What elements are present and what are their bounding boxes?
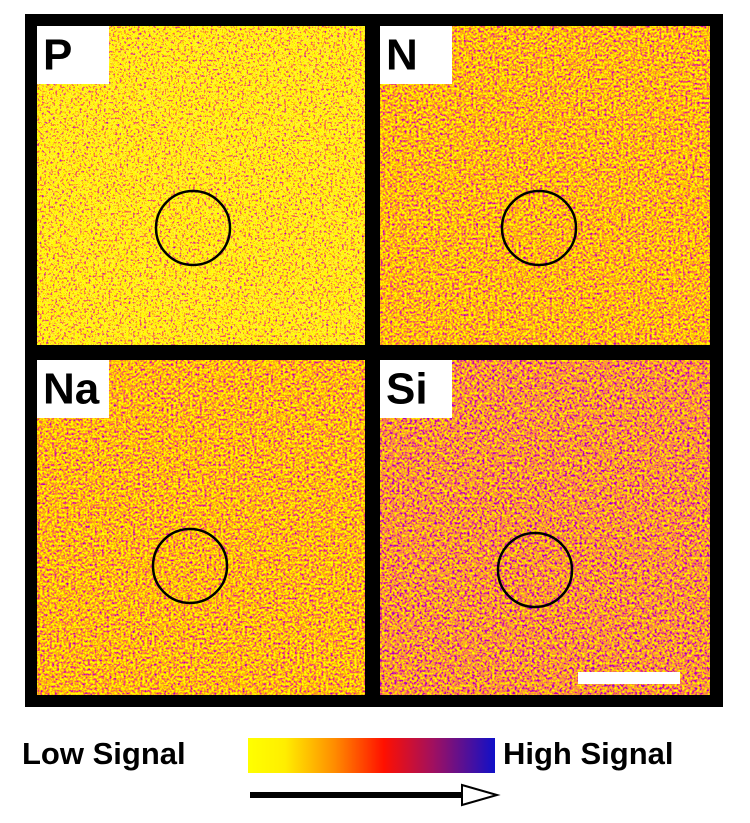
roi-circle [151,527,229,605]
scale-bar [578,672,680,684]
panel-label: Na [43,365,100,414]
roi-circle [500,189,578,267]
panel-label: P [43,31,72,80]
label-box [37,360,109,418]
label-box [380,360,452,418]
panel-label: Si [386,365,428,414]
arrow-head [461,783,501,807]
legend-high: High Signal [503,736,674,771]
legend-low: Low Signal [22,736,186,771]
label-box [380,26,452,84]
roi-circle [154,189,232,267]
panel-label: N [386,31,418,80]
color-bar [248,738,495,773]
roi-circle [496,531,574,609]
label-box [37,26,109,84]
